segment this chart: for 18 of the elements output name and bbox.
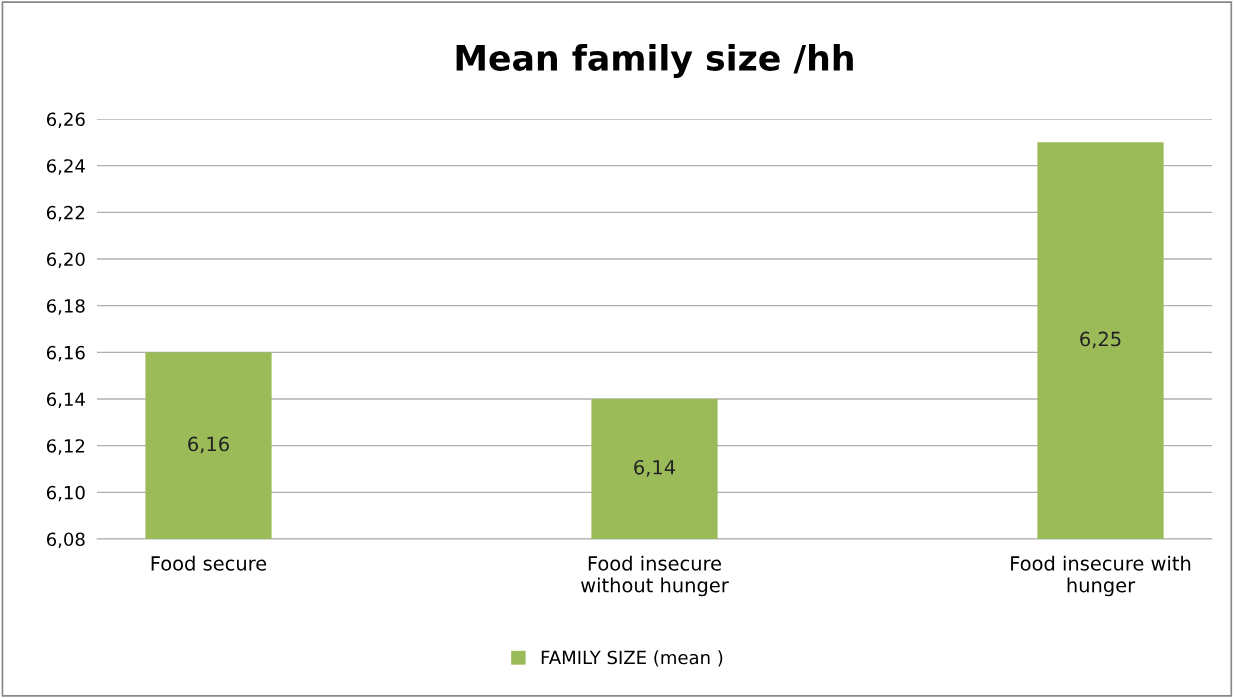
data-label: 6,25 — [1080, 331, 1121, 349]
y-tick-label: 6,16 — [46, 345, 85, 362]
y-tick-label: 6,08 — [46, 532, 85, 548]
x-tick-label: Food secure — [151, 555, 267, 571]
data-label: 6,14 — [634, 459, 676, 477]
y-tick-label: 6,10 — [46, 485, 85, 502]
y-tick-label: 6,26 — [46, 112, 85, 128]
x-tick-label: Food insecure with hunger — [1011, 555, 1191, 597]
y-tick-label: 6,22 — [46, 205, 85, 222]
x-tick-label: Food insecure without hunger — [581, 555, 729, 597]
legend-label: FAMILY SIZE (mean ) — [541, 650, 723, 667]
y-tick-label: 6,14 — [46, 392, 85, 408]
chart-title: Mean family size /hh — [456, 44, 853, 78]
data-label: 6,16 — [188, 436, 229, 454]
y-tick-label: 6,24 — [46, 159, 85, 175]
y-tick-label: 6,18 — [46, 299, 85, 315]
y-tick-label: 6,12 — [46, 439, 85, 455]
y-tick-label: 6,20 — [46, 252, 85, 268]
